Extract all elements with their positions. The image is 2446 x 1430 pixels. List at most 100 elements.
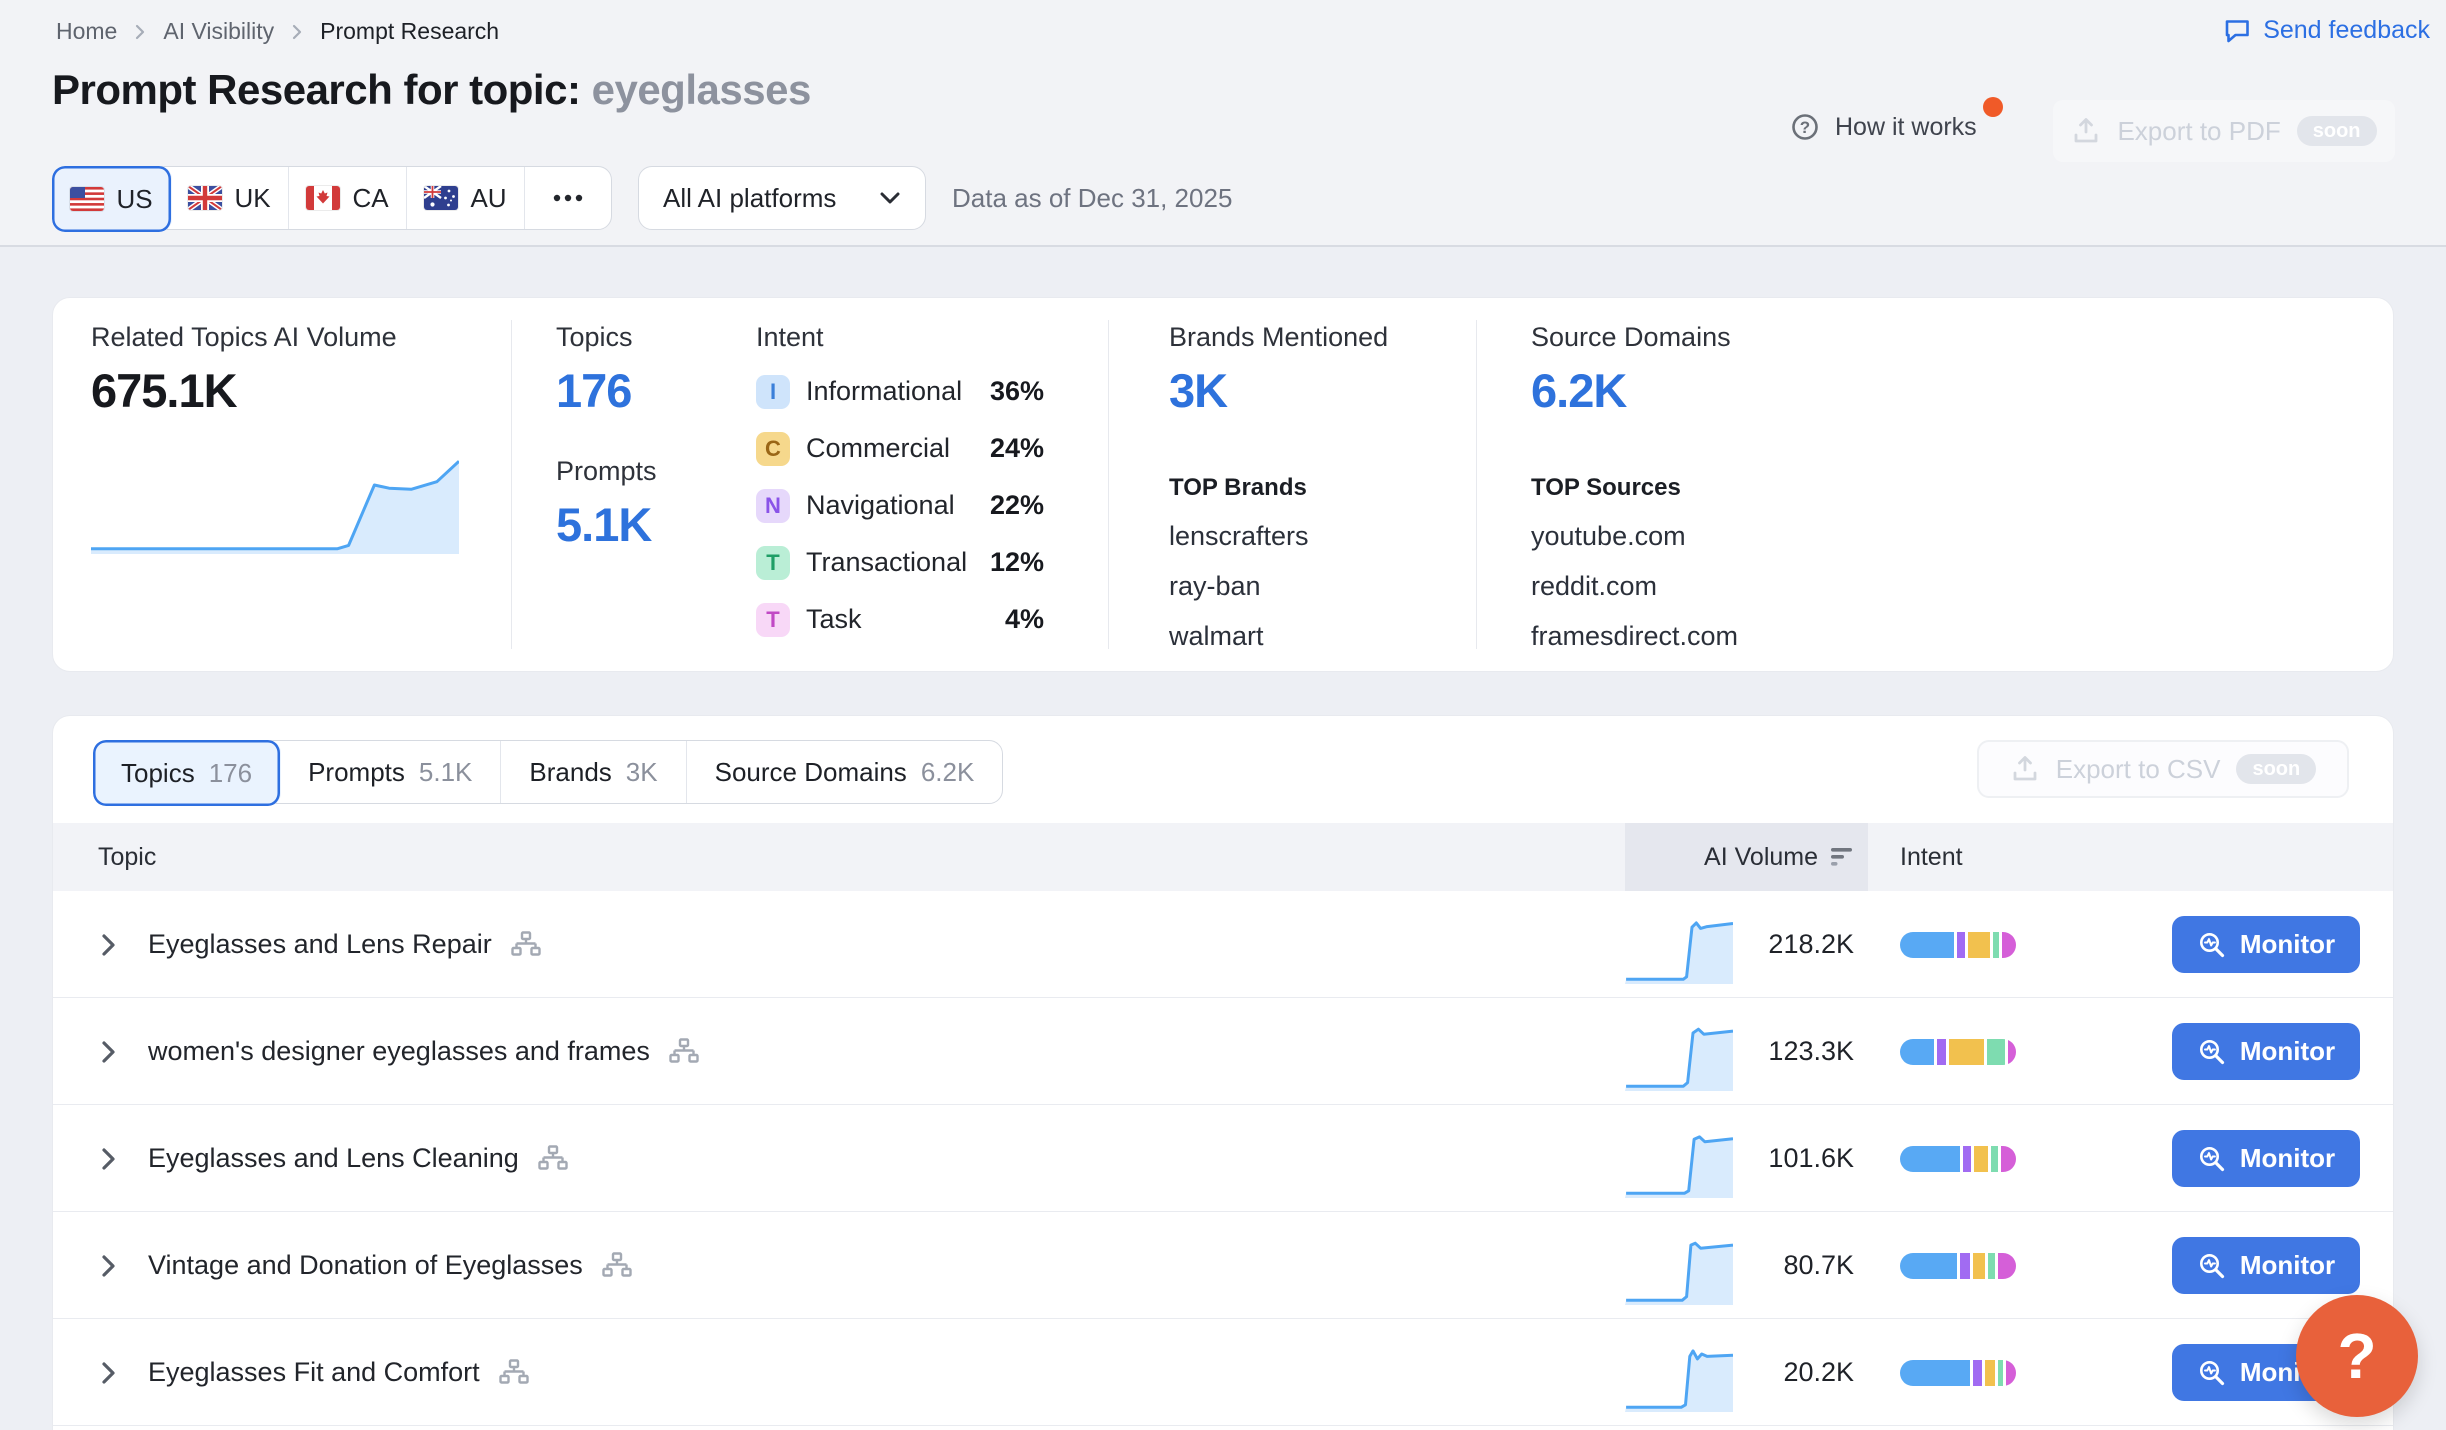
table-tabs: Topics 176 Prompts 5.1K Brands 3K Source… [93, 740, 1004, 806]
upload-icon [2075, 118, 2098, 143]
intent-badge-task: T [756, 602, 790, 637]
intent-item-percent: 36% [989, 376, 1044, 406]
monitor-button[interactable]: Monitor [2172, 1237, 2360, 1294]
country-label: UK [234, 182, 271, 213]
intent-item-percent: 24% [989, 433, 1044, 463]
top-brand-item: walmart [1169, 621, 1264, 651]
intent-item-label: Task [806, 604, 862, 634]
help-fab[interactable]: ? [2296, 1295, 2418, 1417]
topic-label: Eyeglasses Fit and Comfort [148, 1357, 480, 1387]
chevron-right-icon[interactable] [98, 1146, 118, 1172]
monitor-magnifier-icon [2199, 1039, 2224, 1064]
intent-legend-item: C Commercial 24% [756, 430, 1044, 467]
table-row[interactable]: Eyeglasses and Lens Cleaning 101.6K [53, 1105, 2393, 1212]
send-feedback-link[interactable]: Send feedback [2223, 16, 2430, 45]
breadcrumb-ai-visibility[interactable]: AI Visibility [163, 18, 275, 44]
trend-sparkline [1625, 1027, 1733, 1091]
brands-mentioned-section: Brands Mentioned 3K TOP Brands lenscraft… [1169, 322, 1388, 652]
country-label: CA [352, 182, 389, 213]
export-csv-label: Export to CSV [2055, 753, 2221, 784]
prompts-value: 5.1K [556, 498, 652, 551]
intent-bar-segment [1937, 1038, 1947, 1065]
intent-bar-segment [1972, 1252, 1985, 1279]
sitemap-icon [602, 1252, 632, 1277]
summary-card: Related Topics AI Volume 675.1K Topics 1… [52, 297, 2394, 672]
send-feedback-label: Send feedback [2263, 16, 2430, 44]
chevron-right-icon[interactable] [98, 932, 118, 958]
table-tabbar: Topics 176 Prompts 5.1K Brands 3K Source… [53, 716, 2393, 823]
tab-brands[interactable]: Brands 3K [501, 741, 687, 803]
intent-bar-segment [1974, 1145, 1988, 1172]
breadcrumb-separator-icon [293, 24, 302, 39]
topic-label: Vintage and Donation of Eyeglasses [148, 1250, 583, 1280]
country-tab-us[interactable]: US [52, 166, 172, 232]
chevron-right-icon[interactable] [98, 1039, 118, 1065]
intent-legend-item: T Transactional 12% [756, 544, 1044, 581]
sitemap-icon [538, 1145, 568, 1170]
intent-bar-segment [2000, 1145, 2016, 1172]
monitor-magnifier-icon [2199, 932, 2224, 957]
table-row[interactable]: Eyeglasses Fit and Comfort 20.2K [53, 1319, 2393, 1426]
trend-sparkline [1625, 1241, 1733, 1305]
ai-volume-trend-sparkline [91, 460, 459, 554]
notification-dot [1982, 96, 2003, 117]
tab-label: Topics [121, 757, 195, 788]
intent-distribution-bar [1900, 1038, 2016, 1065]
column-header-ai-volume[interactable]: AI Volume [1625, 823, 1868, 891]
chevron-right-icon[interactable] [98, 1360, 118, 1386]
intent-bar-segment [1900, 1252, 1957, 1279]
intent-distribution-bar [1900, 1145, 2016, 1172]
intent-item-label: Informational [806, 376, 963, 406]
table-row[interactable]: Vintage and Donation of Eyeglasses 80.7K [53, 1212, 2393, 1319]
monitor-button[interactable]: Monitor [2172, 1130, 2360, 1187]
monitor-button-label: Monitor [2239, 1036, 2336, 1066]
chevron-right-icon[interactable] [98, 1253, 118, 1279]
sitemap-icon [669, 1038, 699, 1063]
ai-platform-dropdown[interactable]: All AI platforms [638, 166, 926, 230]
breadcrumb-home[interactable]: Home [56, 18, 118, 44]
monitor-button-label: Monitor [2239, 1143, 2336, 1173]
intent-bar-segment [2006, 1359, 2016, 1386]
tab-label: Source Domains [714, 756, 907, 787]
country-tab-uk[interactable]: UK [171, 167, 289, 229]
intent-distribution-bar [1900, 1359, 2016, 1386]
trend-sparkline [1625, 1134, 1733, 1198]
tab-source-domains[interactable]: Source Domains 6.2K [687, 741, 1003, 803]
intent-bar-segment [1985, 1359, 1995, 1386]
sources-label: Source Domains [1531, 322, 1731, 352]
more-countries-button[interactable] [525, 167, 611, 229]
country-tab-au[interactable]: AU [407, 167, 525, 229]
tab-prompts[interactable]: Prompts 5.1K [280, 741, 502, 803]
intent-section: Intent I Informational 36% C Commercial … [756, 322, 1044, 638]
intent-item-percent: 22% [989, 490, 1044, 520]
intent-bar-segment [1998, 1359, 2003, 1386]
ai-volume-value: 20.2K [1783, 1357, 1854, 1387]
top-brand-item: lenscrafters [1169, 521, 1309, 551]
table-row[interactable]: women's designer eyeglasses and frames 1… [53, 998, 2393, 1105]
country-tab-ca[interactable]: CA [289, 167, 407, 229]
uk-flag-icon [188, 186, 223, 210]
ai-volume-cell: 123.3K [1625, 998, 1868, 1105]
how-it-works-link[interactable]: ? How it works [1790, 96, 2003, 142]
ai-volume-cell: 80.7K [1625, 1212, 1868, 1319]
breadcrumb-separator-icon [136, 24, 145, 39]
page-title: Prompt Research for topic: eyeglasses [52, 66, 811, 114]
monitor-button[interactable]: Monitor [2172, 916, 2360, 973]
tab-count: 5.1K [418, 756, 473, 787]
data-as-of-label: Data as of Dec 31, 2025 [952, 182, 1233, 213]
topics-label: Topics [556, 322, 633, 352]
tab-topics[interactable]: Topics 176 [93, 740, 282, 806]
table-row[interactable]: Eyeglasses and Lens Repair 218.2K [53, 891, 2393, 998]
breadcrumb: Home AI Visibility Prompt Research [56, 18, 499, 45]
intent-bar-segment [1986, 1038, 2005, 1065]
sitemap-icon [498, 1359, 529, 1384]
export-to-csv-button[interactable]: Export to CSV soon [1977, 740, 2349, 798]
table-body: Eyeglasses and Lens Repair 218.2K [53, 891, 2393, 1426]
ai-volume-cell: 101.6K [1625, 1105, 1868, 1212]
intent-bar-segment [1973, 1359, 1982, 1386]
country-selector: US UK CA [52, 166, 612, 232]
top-source-item: youtube.com [1531, 521, 1686, 551]
monitor-button[interactable]: Monitor [2172, 1023, 2360, 1080]
export-to-pdf-button[interactable]: Export to PDF soon [2053, 100, 2395, 162]
